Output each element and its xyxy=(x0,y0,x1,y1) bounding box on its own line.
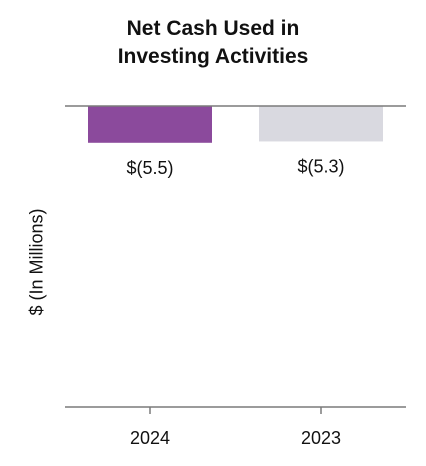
x-tick-label-2023: 2023 xyxy=(301,428,341,448)
chart-title: Net Cash Used in Investing Activities xyxy=(0,15,426,71)
bars-group xyxy=(88,106,383,143)
chart-title-line-2: Investing Activities xyxy=(117,45,309,68)
bar-2024 xyxy=(88,106,212,143)
bar-2023 xyxy=(259,106,383,142)
chart-title-line-1: Net Cash Used in xyxy=(126,17,300,40)
data-label-2023: $(5.3) xyxy=(297,156,344,176)
data-label-2024: $(5.5) xyxy=(126,158,173,178)
x-tick-label-2024: 2024 xyxy=(130,428,170,448)
labels-group: $(5.5) 2024 $(5.3) 2023 xyxy=(126,156,344,448)
